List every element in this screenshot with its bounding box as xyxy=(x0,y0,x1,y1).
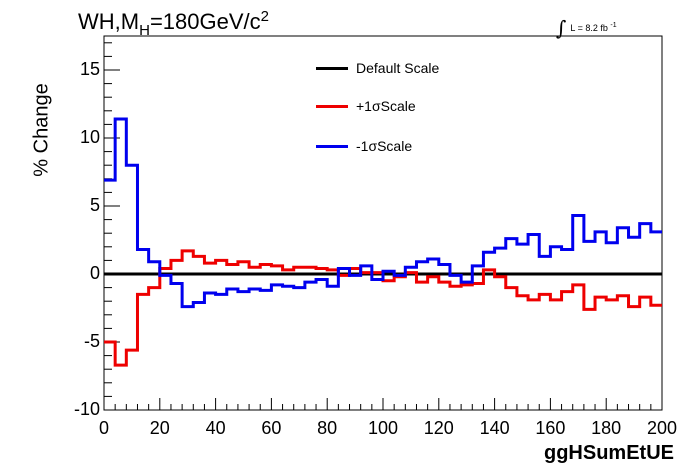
legend-text-default: Default Scale xyxy=(356,60,440,76)
luminosity-label: ∫ L = 8.2 fb -1 xyxy=(556,16,617,40)
integral-symbol: ∫ xyxy=(556,16,567,40)
x-tick-label: 160 xyxy=(535,418,566,438)
y-tick-label: 15 xyxy=(79,59,100,79)
x-axis-label: ggHSumEtUE xyxy=(544,442,674,464)
legend-text-plus: +1σScale xyxy=(356,98,416,114)
y-tick-label: -5 xyxy=(83,331,100,351)
title-subscript: H xyxy=(139,22,150,39)
axis-ticks xyxy=(103,42,663,411)
x-tick-label: 180 xyxy=(591,418,622,438)
y-tick-label: 10 xyxy=(79,127,100,147)
series-group xyxy=(104,117,662,367)
legend-entry-default: Default Scale xyxy=(316,58,439,78)
x-tick-label: 80 xyxy=(317,418,338,438)
x-tick-label: 200 xyxy=(646,418,678,438)
x-tick-label: 0 xyxy=(98,418,109,438)
x-tick-label: 120 xyxy=(423,418,454,438)
legend-swatch-minus xyxy=(316,144,348,148)
legend-swatch-default xyxy=(316,66,348,70)
y-tick-label: 5 xyxy=(89,195,100,215)
x-tick-label: 40 xyxy=(205,418,226,438)
legend-entry-plus: +1σScale xyxy=(316,96,416,116)
legend-text-minus: -1σScale xyxy=(356,138,413,154)
plot-frame xyxy=(103,35,663,411)
series-line-1 xyxy=(104,249,662,367)
x-tick-label: 140 xyxy=(479,418,510,438)
title-superscript: 2 xyxy=(260,8,269,25)
x-tick-label: 100 xyxy=(367,418,399,438)
legend-swatch-plus xyxy=(316,104,348,108)
y-tick-label: 0 xyxy=(89,263,100,283)
legend-entry-minus: -1σScale xyxy=(316,136,412,156)
x-tick-label: 60 xyxy=(261,418,282,438)
y-tick-label: -10 xyxy=(73,399,100,419)
x-tick-label: 20 xyxy=(149,418,170,438)
series-line-2 xyxy=(104,117,662,309)
y-axis-label: % Change xyxy=(30,83,53,177)
chart-title: WH,MH=180GeV/c2 xyxy=(78,8,269,39)
